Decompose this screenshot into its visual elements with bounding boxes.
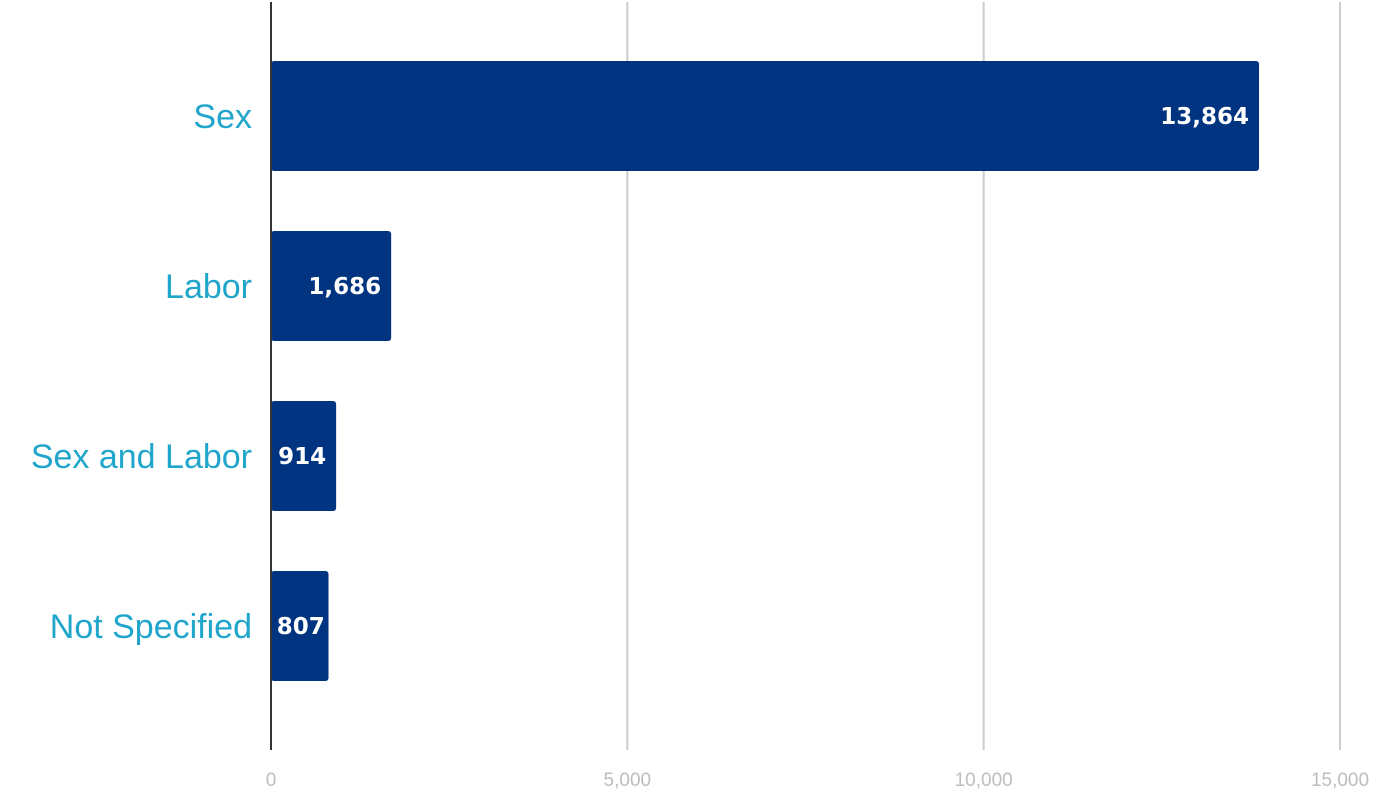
x-tick-label-1: 5,000 — [604, 770, 652, 791]
value-label-sex-and-labor: 914 — [278, 444, 326, 470]
value-label-labor: 1,686 — [308, 274, 381, 300]
bar-sex-and-labor — [271, 401, 337, 511]
category-label-sex-and-labor: Sex and Labor — [31, 438, 252, 476]
category-label-labor: Labor — [165, 268, 252, 306]
x-tick-label-3: 15,000 — [1311, 770, 1369, 791]
category-label-not-specified: Not Specified — [50, 608, 252, 646]
labels: Sex 13,864 Labor 1,686 Sex and Labor 914 Not S… — [31, 98, 1249, 646]
x-tick-label-0: 0 — [266, 770, 277, 791]
bar-labor — [271, 231, 392, 341]
bars — [271, 61, 1260, 681]
x-tick-label-2: 10,000 — [955, 770, 1013, 791]
bar-sex — [271, 61, 1260, 171]
bar-not-specified — [271, 571, 329, 681]
value-label-not-specified: 807 — [277, 614, 325, 640]
axes: 0 5,000 10,000 15,000 — [266, 2, 1369, 791]
value-label-sex: 13,864 — [1160, 104, 1249, 130]
category-label-sex: Sex — [193, 98, 252, 136]
